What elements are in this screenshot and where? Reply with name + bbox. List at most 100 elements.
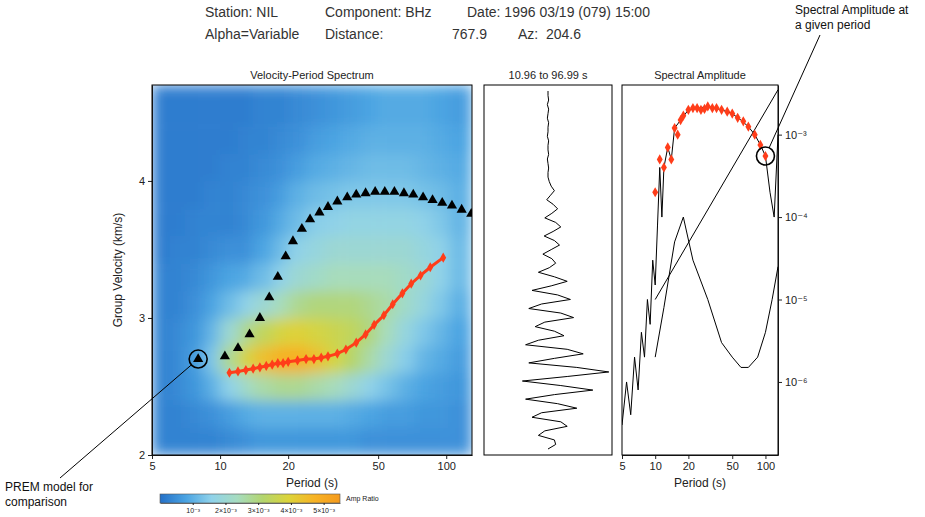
marker [325,351,331,361]
heatmap-cell [343,373,361,401]
heatmap-cell [396,400,414,428]
tick: 20 [283,455,295,472]
heatmap-cell [378,236,396,264]
tick-mark [152,455,153,459]
heatmap-cell [449,318,472,346]
heatmap-cell [204,291,220,319]
marker [243,365,249,375]
tick-mark [258,503,259,505]
header-text: 767.9 [452,26,487,42]
annotation-leader [60,365,191,478]
marker [652,187,658,197]
heatmap-cell [361,154,379,182]
marker [264,292,274,301]
heatmap-cell [204,85,220,127]
heatmap-cell [431,428,449,455]
heatmap-cell [431,400,449,428]
heatmap-cell [361,400,379,428]
marker [705,101,711,111]
heatmap-cell [343,263,361,291]
marker [724,107,730,117]
header-text: 204.6 [546,26,581,42]
heatmap-cell [152,236,170,264]
heatmap-cell [253,208,273,236]
tick-label: 10⁻⁴ [785,211,808,223]
tick: 5 [149,455,155,472]
tick: 2×10⁻³ [215,503,237,514]
heatmap-cell [414,428,432,455]
heatmap-cell [253,181,273,209]
tick-label: 50 [727,460,739,472]
heatmap-cell [325,345,344,373]
annotation: PREM model for comparison [5,350,207,509]
marker [263,361,269,371]
header-text: Station: NIL [205,4,278,20]
marker [363,329,369,339]
plot-frame [484,85,612,455]
series [622,106,778,425]
heatmap-cell [325,318,344,346]
heatmap-cell [343,345,361,373]
heatmap-cell [238,236,254,264]
heatmap-cell [238,373,254,401]
series [193,186,472,362]
heatmap-cell [306,400,325,428]
heatmap-cell [170,181,186,209]
axis: 5102050100 [619,455,778,472]
tick: 4 [139,175,152,187]
plot-area [522,91,608,449]
heatmap-cell [170,345,186,373]
heatmap-cell [185,345,205,373]
tick-label: 2 [139,449,145,461]
heatmap-cell [185,400,205,428]
heatmap-cell [220,400,238,428]
heatmap-cell [396,263,414,291]
heatmap-cell [431,126,449,154]
heatmap-cell [306,126,325,154]
marker [418,270,424,280]
colorbar-label: Amp Ratio [346,495,379,503]
marker [680,111,686,121]
heatmap-cell [449,154,472,182]
heatmap-cell [396,208,414,236]
heatmap-cell [449,428,472,455]
tick: 4×10⁻³ [281,503,303,514]
heatmap-cell [449,126,472,154]
series-line [655,217,778,367]
heatmap-cell [152,318,170,346]
tick-label: 100 [438,460,456,472]
tick-mark [378,455,379,459]
heatmap-cell [220,126,238,154]
heatmap-cell [238,85,254,127]
annotation-leader [769,35,820,148]
annotation-text: PREM model for comparison [5,480,96,509]
marker [269,359,275,369]
tick-mark [148,455,152,456]
tick-mark [778,135,782,136]
marker [257,362,263,372]
marker [342,191,352,200]
heatmap-cell [204,400,220,428]
colorbar-scale [160,494,340,503]
tick-mark [765,455,766,459]
marker [427,262,433,272]
heatmap-cell [288,85,306,127]
heatmap-cell [152,263,170,291]
heatmap-cell [170,291,186,319]
heatmap-cell [378,154,396,182]
heatmap-cell [431,291,449,319]
heatmap-cell [204,236,220,264]
tick-mark [288,455,289,459]
heatmap-cell [396,85,414,127]
marker [323,201,333,210]
heatmap-cell [170,400,186,428]
header-text: Az: [518,26,538,42]
heatmap-cell [253,126,273,154]
heatmap-cell [361,345,379,373]
marker [399,187,409,196]
heatmap-cell [253,263,273,291]
heatmap-cell [306,291,325,319]
heatmap-cell [449,291,472,319]
axis: 5102050100 [149,455,472,472]
heatmap-cell [288,318,306,346]
